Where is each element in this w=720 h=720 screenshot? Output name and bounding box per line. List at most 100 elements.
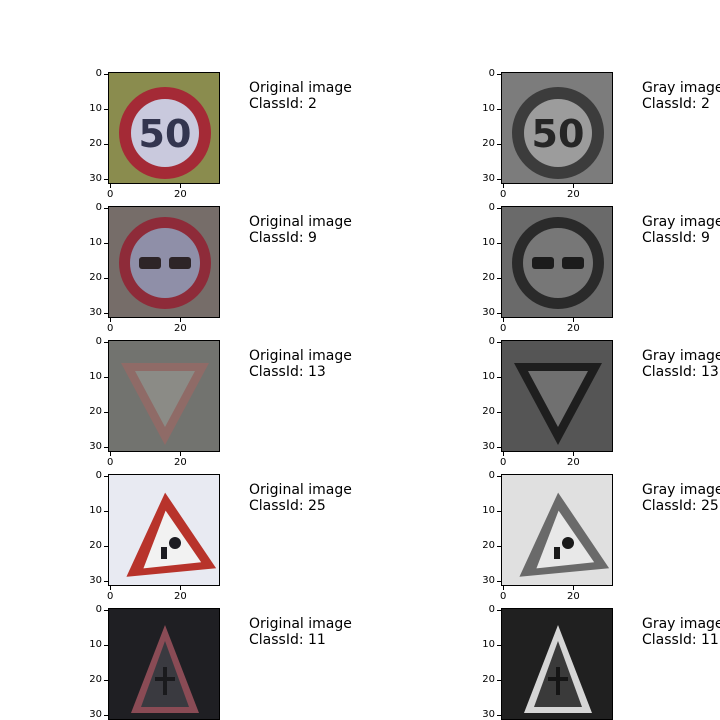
y-tick	[104, 447, 108, 448]
y-tick	[104, 278, 108, 279]
y-tick-label: 10	[482, 237, 495, 248]
y-tick-label: 30	[482, 441, 495, 452]
yield-sign-icon	[502, 341, 612, 451]
caption-title: Gray image	[642, 348, 720, 364]
original-caption: Original image ClassId: 13	[249, 348, 352, 380]
y-tick-label: 10	[89, 103, 102, 114]
y-tick-label: 0	[95, 68, 102, 79]
y-tick-label: 0	[488, 336, 495, 347]
y-tick	[497, 74, 501, 75]
x-tick-label: 20	[567, 591, 580, 602]
original-image-panel	[108, 608, 220, 720]
x-tick	[180, 452, 181, 456]
caption-class-id: ClassId: 13	[642, 364, 719, 380]
y-tick-label: 30	[482, 307, 495, 318]
speed-limit-50-sign-icon: 50	[109, 73, 219, 183]
x-tick-label: 0	[500, 189, 507, 200]
original-image-panel	[108, 474, 220, 586]
original-caption: Original image ClassId: 2	[249, 80, 352, 112]
caption-class-id: ClassId: 2	[249, 96, 317, 112]
x-tick-label: 20	[174, 323, 187, 334]
x-tick-label: 20	[567, 323, 580, 334]
y-tick	[104, 74, 108, 75]
y-tick-label: 30	[89, 575, 102, 586]
gray-image-panel	[501, 474, 613, 586]
y-tick	[104, 412, 108, 413]
y-tick	[497, 243, 501, 244]
y-tick	[497, 447, 501, 448]
y-tick-label: 30	[89, 307, 102, 318]
x-tick	[503, 586, 504, 590]
gray-caption: Gray image ClassId: 25	[642, 482, 720, 514]
y-tick	[104, 109, 108, 110]
x-tick-label: 20	[567, 189, 580, 200]
y-tick	[497, 610, 501, 611]
y-tick	[104, 243, 108, 244]
y-tick	[497, 645, 501, 646]
x-tick	[110, 452, 111, 456]
no-passing-sign-icon	[502, 207, 612, 317]
x-tick-label: 0	[107, 323, 114, 334]
svg-text:50: 50	[139, 112, 192, 156]
y-tick-label: 0	[488, 470, 495, 481]
x-tick	[503, 318, 504, 322]
x-tick	[573, 318, 574, 322]
y-tick	[497, 109, 501, 110]
y-tick-label: 10	[482, 505, 495, 516]
y-tick	[104, 511, 108, 512]
original-image-panel	[108, 206, 220, 318]
right-of-way-sign-icon	[109, 609, 219, 719]
y-tick	[497, 278, 501, 279]
y-tick	[104, 144, 108, 145]
y-tick-label: 30	[89, 709, 102, 720]
y-tick	[104, 208, 108, 209]
y-tick	[104, 377, 108, 378]
speed-limit-50-sign-icon: 50	[502, 73, 612, 183]
gray-caption: Gray image ClassId: 11	[642, 616, 720, 648]
x-tick	[573, 586, 574, 590]
caption-class-id: ClassId: 9	[249, 230, 317, 246]
y-tick	[104, 342, 108, 343]
y-tick	[104, 581, 108, 582]
caption-class-id: ClassId: 25	[642, 498, 719, 514]
y-tick-label: 20	[89, 540, 102, 551]
x-tick-label: 0	[107, 189, 114, 200]
svg-text:50: 50	[532, 112, 585, 156]
y-tick	[104, 179, 108, 180]
yield-sign-icon	[109, 341, 219, 451]
y-tick-label: 20	[482, 406, 495, 417]
y-tick	[497, 476, 501, 477]
y-tick-label: 10	[482, 103, 495, 114]
y-tick-label: 10	[89, 237, 102, 248]
y-tick	[104, 313, 108, 314]
x-tick-label: 20	[174, 591, 187, 602]
y-tick	[104, 680, 108, 681]
gray-image-panel	[501, 340, 613, 452]
no-passing-sign-icon	[109, 207, 219, 317]
gray-caption: Gray image ClassId: 9	[642, 214, 720, 246]
x-tick-label: 0	[500, 591, 507, 602]
y-tick	[497, 412, 501, 413]
gray-image-panel: 50	[501, 72, 613, 184]
x-tick	[180, 586, 181, 590]
x-tick	[573, 184, 574, 188]
y-tick-label: 20	[482, 540, 495, 551]
y-tick-label: 0	[95, 336, 102, 347]
y-tick	[497, 144, 501, 145]
x-tick-label: 20	[567, 457, 580, 468]
y-tick-label: 0	[95, 470, 102, 481]
y-tick-label: 10	[89, 371, 102, 382]
caption-title: Gray image	[642, 80, 720, 96]
caption-title: Original image	[249, 80, 352, 96]
gray-caption: Gray image ClassId: 2	[642, 80, 720, 112]
y-tick-label: 20	[89, 138, 102, 149]
caption-class-id: ClassId: 25	[249, 498, 326, 514]
y-tick-label: 20	[482, 272, 495, 283]
y-tick	[497, 511, 501, 512]
original-caption: Original image ClassId: 11	[249, 616, 352, 648]
caption-class-id: ClassId: 13	[249, 364, 326, 380]
x-tick	[110, 318, 111, 322]
y-tick	[497, 680, 501, 681]
y-tick-label: 10	[89, 505, 102, 516]
